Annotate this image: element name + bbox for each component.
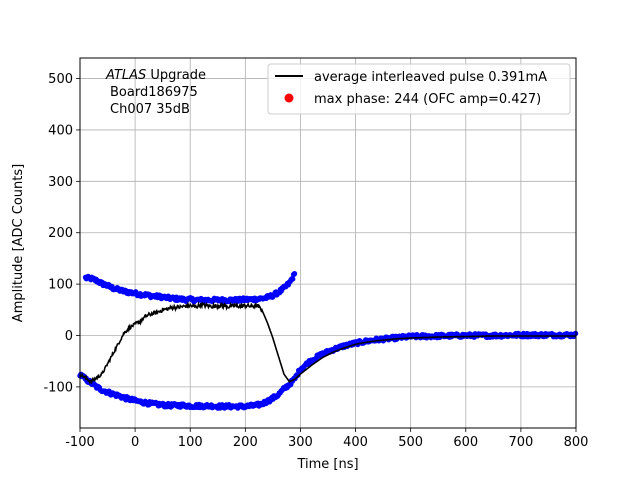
annotation-line-3: Ch007 35dB [110,102,190,117]
legend: average interleaved pulse 0.391mA max ph… [267,63,571,115]
average-pulse-line [79,301,576,385]
y-tick-label: 500 [48,72,73,87]
y-tick-label: 100 [48,278,73,293]
x-tick-label: -100 [65,435,95,450]
plot-frame [79,57,577,429]
x-axis-label: Time [ns] [296,457,358,472]
y-axis-label: Amplitude [ADC Counts] [11,164,26,322]
y-tick-label: 0 [65,329,73,344]
legend-dot-marker [284,93,294,103]
x-tick-label: 600 [453,435,478,450]
ticks: -100 0 100 200 300 400 500 600 700 800 -100 0 100 200… [43,72,588,450]
scatter-point [291,270,298,277]
legend-label-max-phase: max phase: 244 (OFC amp=0.427) [314,92,541,107]
annotation-line-1: ATLAS Upgrade [105,68,206,83]
y-tick-label: -100 [43,380,73,395]
legend-box [267,63,571,115]
x-tick-label: 400 [343,435,368,450]
x-tick-label: 0 [131,435,139,450]
scatter-point [290,276,296,282]
x-tick-label: 300 [288,435,313,450]
x-tick-label: 800 [564,435,589,450]
atlas-annotation: ATLAS Upgrade Board186975 Ch007 35dB [105,68,206,117]
annotation-upgrade: Upgrade [146,68,206,83]
y-tick-label: 300 [48,175,73,190]
x-tick-label: 500 [398,435,423,450]
y-tick-label: 200 [48,226,73,241]
x-tick-label: 200 [233,435,258,450]
x-tick-label: 100 [178,435,203,450]
legend-label-average-pulse: average interleaved pulse 0.391mA [314,70,547,85]
scatter-band-upper [82,270,298,305]
annotation-line-2: Board186975 [110,85,198,100]
data-layer [77,270,579,411]
y-tick-label: 400 [48,123,73,138]
scatter-band-lower [77,330,579,411]
annotation-atlas: ATLAS [105,68,146,83]
plot-area [80,58,576,428]
x-tick-label: 700 [508,435,533,450]
